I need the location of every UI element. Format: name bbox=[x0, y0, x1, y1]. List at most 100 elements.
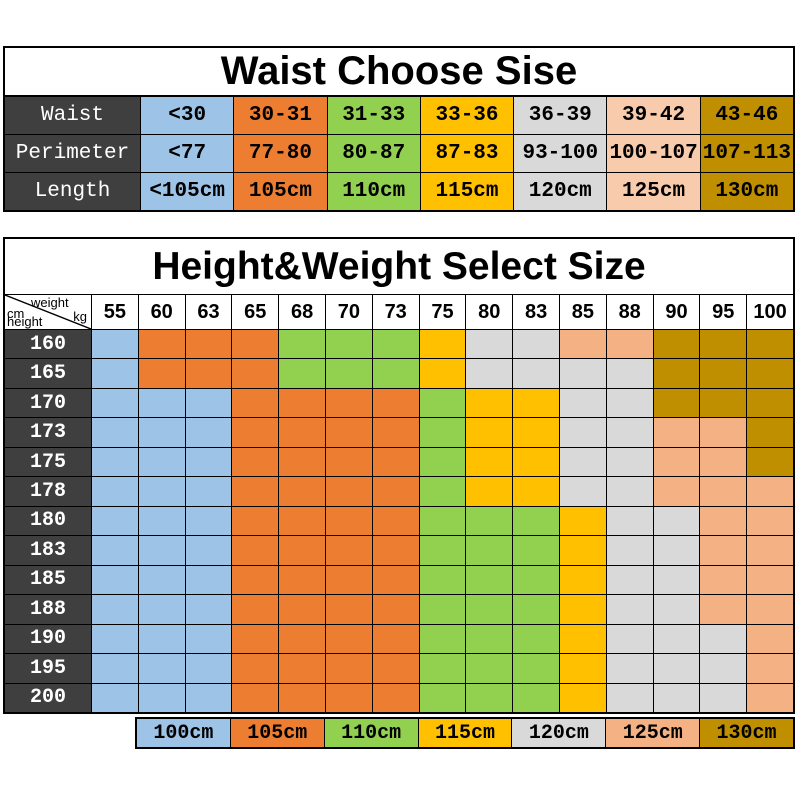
size-cell bbox=[185, 330, 232, 359]
height-header-cell: 183 bbox=[5, 536, 91, 565]
weight-header-cell: 90 bbox=[653, 295, 700, 329]
size-cell bbox=[279, 359, 325, 388]
size-cell bbox=[466, 388, 513, 418]
waist-table-cell: 105cm bbox=[234, 173, 327, 210]
size-cell bbox=[747, 595, 793, 624]
size-cell bbox=[92, 624, 138, 654]
size-cell bbox=[138, 418, 185, 447]
size-cell bbox=[747, 536, 793, 565]
size-cell bbox=[747, 330, 793, 359]
size-cell bbox=[466, 506, 513, 536]
size-cell bbox=[513, 595, 559, 624]
size-cell bbox=[466, 477, 513, 506]
weight-header-cell: 88 bbox=[606, 295, 653, 329]
size-cell bbox=[700, 506, 747, 536]
weight-header-cell: 70 bbox=[325, 295, 372, 329]
size-cell bbox=[185, 506, 232, 536]
height-header-cell: 165 bbox=[5, 359, 91, 388]
size-cell bbox=[185, 565, 232, 595]
size-cell bbox=[232, 477, 279, 506]
size-cell bbox=[606, 683, 653, 712]
size-cell bbox=[279, 477, 325, 506]
size-cell bbox=[185, 624, 232, 654]
size-cell bbox=[92, 683, 138, 712]
size-cell bbox=[419, 506, 466, 536]
size-cell bbox=[653, 477, 700, 506]
size-cell bbox=[513, 683, 559, 712]
size-cell bbox=[466, 447, 513, 477]
waist-table-cell: 120cm bbox=[514, 173, 607, 210]
size-cell bbox=[92, 477, 138, 506]
legend-item: 100cm bbox=[137, 719, 230, 747]
size-cell bbox=[185, 683, 232, 712]
size-cell bbox=[185, 447, 232, 477]
waist-table-cell: 87-83 bbox=[420, 135, 514, 172]
waist-table-cell: 93-100 bbox=[514, 135, 607, 172]
size-cell bbox=[466, 624, 513, 654]
waist-table-cell: 33-36 bbox=[420, 97, 514, 134]
size-cell bbox=[279, 595, 325, 624]
size-cell bbox=[466, 595, 513, 624]
weight-header-cell: 65 bbox=[232, 295, 279, 329]
size-cell bbox=[559, 595, 606, 624]
size-cell bbox=[747, 506, 793, 536]
height-header-cell: 180 bbox=[5, 506, 91, 536]
size-cell bbox=[232, 418, 279, 447]
size-cell bbox=[559, 506, 606, 536]
size-cell bbox=[419, 359, 466, 388]
waist-table-cell: 80-87 bbox=[327, 135, 420, 172]
size-cell bbox=[138, 359, 185, 388]
size-cell bbox=[372, 654, 419, 683]
size-cell bbox=[92, 506, 138, 536]
size-cell bbox=[606, 654, 653, 683]
legend-item: 130cm bbox=[700, 719, 793, 747]
height-header-cell: 190 bbox=[5, 624, 91, 654]
size-cell bbox=[653, 447, 700, 477]
size-cell bbox=[372, 359, 419, 388]
size-cell bbox=[513, 359, 559, 388]
size-cell bbox=[325, 654, 372, 683]
waist-row-header: Length bbox=[5, 173, 140, 210]
size-cell bbox=[279, 683, 325, 712]
size-cell bbox=[513, 506, 559, 536]
size-cell bbox=[653, 624, 700, 654]
size-cell bbox=[747, 624, 793, 654]
size-cell bbox=[279, 565, 325, 595]
size-cell bbox=[92, 565, 138, 595]
size-cell bbox=[559, 330, 606, 359]
size-cell bbox=[279, 536, 325, 565]
waist-table-title: Waist Choose Sise bbox=[220, 49, 578, 93]
size-cell bbox=[559, 418, 606, 447]
size-cell bbox=[279, 418, 325, 447]
weight-header-cell: 68 bbox=[279, 295, 325, 329]
size-cell bbox=[606, 447, 653, 477]
size-cell bbox=[232, 624, 279, 654]
size-cell bbox=[279, 506, 325, 536]
size-cell bbox=[700, 565, 747, 595]
size-cell bbox=[325, 388, 372, 418]
size-cell bbox=[232, 654, 279, 683]
size-cell bbox=[747, 477, 793, 506]
size-cell bbox=[92, 359, 138, 388]
size-cell bbox=[419, 388, 466, 418]
height-weight-table: Height&Weight Select Size weight kg cm h… bbox=[3, 237, 795, 714]
corner-weight-label: weight bbox=[31, 295, 69, 310]
size-cell bbox=[185, 418, 232, 447]
waist-table: Waist Choose Sise Waist <30 30-31 31-33 33-3… bbox=[3, 46, 795, 212]
size-cell bbox=[606, 506, 653, 536]
size-cell bbox=[92, 654, 138, 683]
size-cell bbox=[747, 418, 793, 447]
waist-table-cell: 43-46 bbox=[700, 97, 793, 134]
height-weight-table-title: Height&Weight Select Size bbox=[152, 244, 646, 288]
diagonal-divider-icon bbox=[5, 295, 91, 329]
size-cell bbox=[325, 330, 372, 359]
size-cell bbox=[138, 330, 185, 359]
size-cell bbox=[513, 330, 559, 359]
size-cell bbox=[372, 418, 419, 447]
size-cell bbox=[325, 506, 372, 536]
size-cell bbox=[653, 683, 700, 712]
size-cell bbox=[747, 654, 793, 683]
size-cell bbox=[92, 447, 138, 477]
size-cell bbox=[372, 447, 419, 477]
size-cell bbox=[138, 477, 185, 506]
